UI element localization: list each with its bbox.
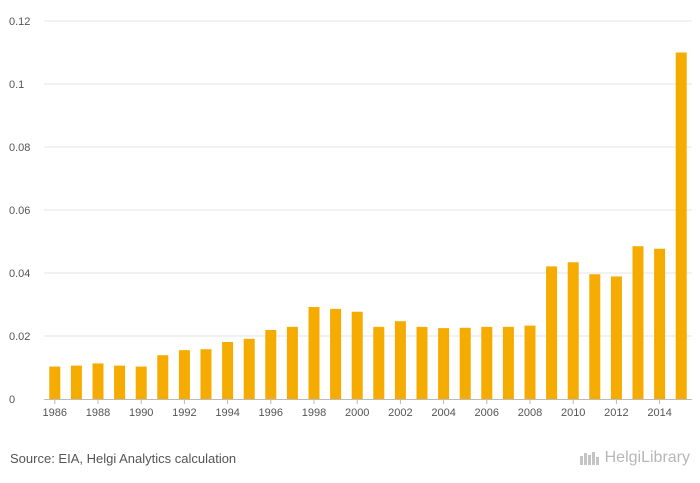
bar-2007 bbox=[502, 326, 514, 399]
bar-1988 bbox=[92, 363, 104, 399]
x-tick-label: 1990 bbox=[129, 407, 153, 419]
bar-1990 bbox=[135, 366, 147, 399]
gridlines bbox=[44, 20, 692, 337]
bar-1989 bbox=[114, 365, 126, 399]
bar-2005 bbox=[459, 327, 471, 399]
bar-2009 bbox=[546, 266, 558, 399]
brand-text: HelgiLibrary bbox=[604, 449, 690, 466]
source-note: Source: EIA, Helgi Analytics calculation bbox=[10, 451, 237, 466]
x-tick-label: 1996 bbox=[259, 407, 283, 419]
bars bbox=[49, 52, 687, 399]
bar-2011 bbox=[589, 274, 601, 399]
bar-2006 bbox=[481, 326, 493, 399]
y-tick-label: 0.02 bbox=[9, 331, 30, 343]
y-tick-label: 0.04 bbox=[9, 268, 30, 280]
x-tick-label: 2012 bbox=[604, 407, 628, 419]
x-tick-label: 2000 bbox=[345, 407, 369, 419]
x-tick-label: 1992 bbox=[172, 407, 196, 419]
bar-1992 bbox=[178, 350, 190, 399]
library-icon bbox=[579, 452, 599, 465]
bar-1993 bbox=[200, 349, 212, 399]
y-tick-label: 0.08 bbox=[9, 142, 30, 154]
y-axis-ticks: 0 0.02 0.04 0.06 0.08 0.1 0.12 bbox=[9, 16, 30, 406]
bar-2004 bbox=[438, 328, 450, 399]
bar-2002 bbox=[394, 321, 406, 399]
bar-2008 bbox=[524, 325, 536, 399]
brand-logo: HelgiLibrary bbox=[579, 449, 690, 467]
x-tick-label: 2004 bbox=[431, 407, 455, 419]
x-tick-label: 1994 bbox=[215, 407, 239, 419]
bar-2012 bbox=[610, 276, 622, 399]
bar-2000 bbox=[351, 311, 363, 399]
x-tick-label: 1998 bbox=[302, 407, 326, 419]
bar-2010 bbox=[567, 262, 579, 399]
bar-1987 bbox=[70, 365, 82, 399]
bar-1986 bbox=[49, 366, 61, 399]
x-tick-label: 2002 bbox=[388, 407, 412, 419]
y-tick-label: 0 bbox=[9, 394, 15, 406]
bar-1998 bbox=[308, 307, 320, 399]
x-tick-label: 2008 bbox=[518, 407, 542, 419]
x-tick-label: 1986 bbox=[43, 407, 67, 419]
x-tick-label: 2006 bbox=[475, 407, 499, 419]
x-tick-label: 1988 bbox=[86, 407, 110, 419]
x-tick-label: 2014 bbox=[647, 407, 671, 419]
bar-1996 bbox=[265, 330, 277, 399]
bar-2015 bbox=[675, 52, 687, 399]
bar-2003 bbox=[416, 326, 428, 399]
y-tick-label: 0.06 bbox=[9, 205, 30, 217]
bar-1991 bbox=[157, 355, 169, 399]
y-tick-label: 0.12 bbox=[9, 16, 30, 28]
bar-2001 bbox=[373, 326, 385, 399]
bar-1997 bbox=[286, 326, 298, 399]
x-axis-ticks: 1986 1988 1990 1992 1994 1996 1998 2000 2002 2004… bbox=[43, 399, 672, 419]
bar-1999 bbox=[330, 308, 342, 399]
bar-1995 bbox=[243, 338, 255, 399]
bar-1994 bbox=[222, 341, 234, 399]
bar-2013 bbox=[632, 246, 644, 399]
x-tick-label: 2010 bbox=[561, 407, 585, 419]
bar-2014 bbox=[654, 248, 666, 399]
bar-chart: 0 0.02 0.04 0.06 0.08 0.1 0.12 1986 1988 1990 199… bbox=[9, 16, 692, 419]
y-tick-label: 0.1 bbox=[9, 79, 24, 91]
